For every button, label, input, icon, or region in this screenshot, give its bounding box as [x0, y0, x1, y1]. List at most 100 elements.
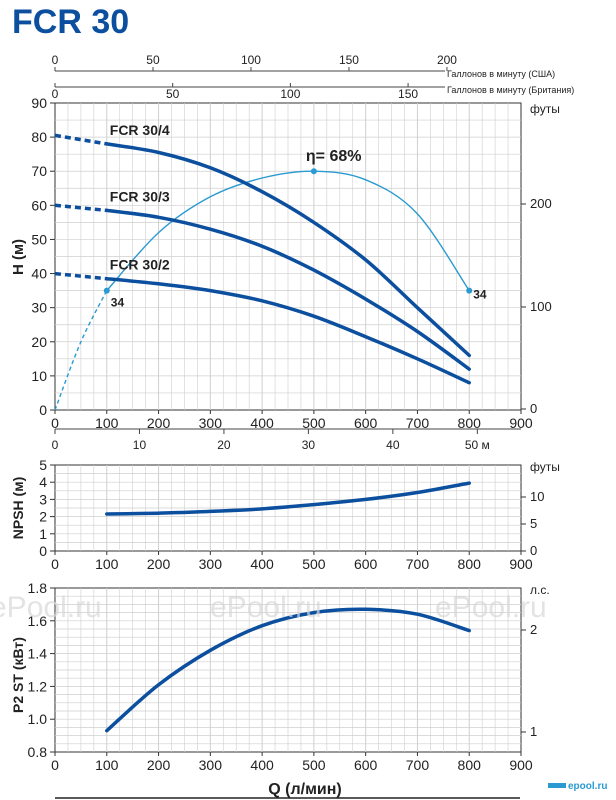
meter-ticks: 0 10 20 30 40 50 м: [52, 428, 521, 452]
y-right-tick-label: 1: [530, 724, 537, 739]
page-title: FCR 30: [12, 3, 129, 41]
x-tick-label: 400: [250, 757, 274, 773]
x-tick-label: 800: [458, 415, 482, 431]
x-tick-label: 0: [51, 415, 59, 431]
y-right-tick-label: 10: [530, 489, 544, 504]
npsh-y-axis-label: NPSH (м): [10, 477, 26, 539]
usgpm-ticks: 0 50 100 150 200: [52, 53, 457, 71]
x-tick-label: 300: [199, 757, 223, 773]
x-tick-label: 200: [147, 757, 171, 773]
x-tick-label: 400: [250, 556, 274, 572]
x-tick-label: 400: [250, 415, 274, 431]
y-right-tick-label: 0: [530, 543, 537, 558]
x-tick-label: 200: [147, 556, 171, 572]
usgpm-axis-label: Галлонов в минуту (США): [447, 69, 555, 79]
power-y-axis-label: P2 ST (кВт): [10, 637, 26, 713]
watermark-2: ePool.ru: [210, 591, 322, 624]
x-tick-label: 0: [51, 757, 59, 773]
x-tick-label: 500: [302, 556, 326, 572]
efficiency-label: η= 68%: [306, 148, 362, 165]
watermark-1: ePool.ru: [0, 591, 102, 624]
x-tick-label: 900: [509, 415, 533, 431]
y-tick-label: 0: [39, 402, 47, 418]
head-y-axis-label: H (м): [10, 239, 27, 275]
y-tick-label: 1.8: [28, 580, 48, 596]
power-curves: [105, 607, 471, 733]
series-curve: [105, 607, 471, 733]
power-ticks: 0.8 1.0 1.2 1.4 1.6 1.8 1 2 0 100 200 300 400 500 600 7…: [28, 580, 538, 773]
y-tick-label: 1.4: [28, 646, 48, 662]
x-tick-label: 100: [95, 556, 119, 572]
usgpm-tick-label: 0: [52, 53, 59, 67]
x-tick-label: 100: [95, 415, 119, 431]
y-tick-label: 1.6: [28, 613, 48, 629]
y-tick-label: 3: [39, 491, 47, 507]
series-label-fcr-30-4: FCR 30/4: [110, 122, 170, 138]
x-tick-label: 800: [458, 757, 482, 773]
y-right-tick-label: 0: [530, 401, 537, 416]
x-tick-label: 300: [199, 556, 223, 572]
usgpm-tick-label: 100: [241, 53, 261, 67]
ukgpm-ticks: 0 50 100 150: [52, 83, 418, 101]
watermark-3: ePool.ru: [435, 591, 547, 624]
usgpm-tick-label: 200: [437, 53, 457, 67]
series-curve-extrapolated: [54, 271, 107, 281]
y-tick-label: 90: [31, 95, 47, 111]
meter-tick-label: 50 м: [465, 438, 490, 452]
meter-tick-label: 40: [386, 438, 400, 452]
ukgpm-tick-label: 100: [280, 87, 300, 101]
y-tick-label: 4: [39, 474, 47, 490]
y-tick-label: 20: [31, 334, 47, 350]
series-curve-extrapolated: [54, 203, 107, 213]
y-right-tick-label: 100: [530, 299, 552, 314]
head-curves: [54, 133, 473, 411]
x-tick-label: 600: [354, 415, 378, 431]
series-curve: [105, 481, 471, 516]
power-right-unit: л.с.: [530, 583, 550, 597]
x-tick-label: 0: [51, 556, 59, 572]
ukgpm-tick-label: 150: [398, 87, 418, 101]
ukgpm-tick-label: 0: [52, 87, 59, 101]
x-tick-label: 200: [147, 415, 171, 431]
ukgpm-axis-label: Галлонов в минуту (Британия): [447, 85, 574, 95]
series-curve: [105, 142, 471, 358]
x-tick-label: 700: [406, 415, 430, 431]
x-tick-label: 300: [199, 415, 223, 431]
series-curve-extrapolated: [54, 133, 108, 146]
usgpm-tick-label: 50: [146, 53, 160, 67]
power-grid: [54, 587, 522, 753]
series-curve: [105, 276, 471, 385]
npsh-curves: [105, 481, 471, 516]
efficiency-point-label-left: 34: [111, 296, 125, 310]
series-curve: [105, 208, 471, 371]
head-right-unit: футы: [530, 102, 560, 116]
x-tick-label: 600: [354, 556, 378, 572]
y-tick-label: 0: [39, 543, 47, 559]
x-tick-label: 500: [302, 757, 326, 773]
series-label-fcr-30-2: FCR 30/2: [110, 257, 170, 273]
meter-tick-label: 0: [52, 438, 59, 452]
y-tick-label: 50: [31, 231, 47, 247]
efficiency-curve: [106, 170, 470, 292]
y-tick-label: 0.8: [28, 744, 48, 760]
x-tick-label: 900: [509, 556, 533, 572]
series-label-fcr-30-3: FCR 30/3: [110, 188, 170, 204]
x-axis-label: Q (л/мин): [268, 781, 342, 798]
y-tick-label: 5: [39, 457, 47, 473]
ukgpm-tick-label: 50: [166, 87, 180, 101]
x-tick-label: 800: [458, 556, 482, 572]
y-tick-label: 80: [31, 129, 47, 145]
y-tick-label: 1: [39, 526, 47, 542]
npsh-right-unit: футы: [530, 460, 560, 474]
y-right-tick-label: 5: [530, 516, 537, 531]
efficiency-point: [466, 287, 473, 294]
logo-text: epool.ru: [568, 781, 607, 792]
epool-logo: epool.ru: [548, 781, 607, 792]
efficiency-point-label-right: 34: [473, 288, 487, 302]
x-tick-label: 100: [95, 757, 119, 773]
